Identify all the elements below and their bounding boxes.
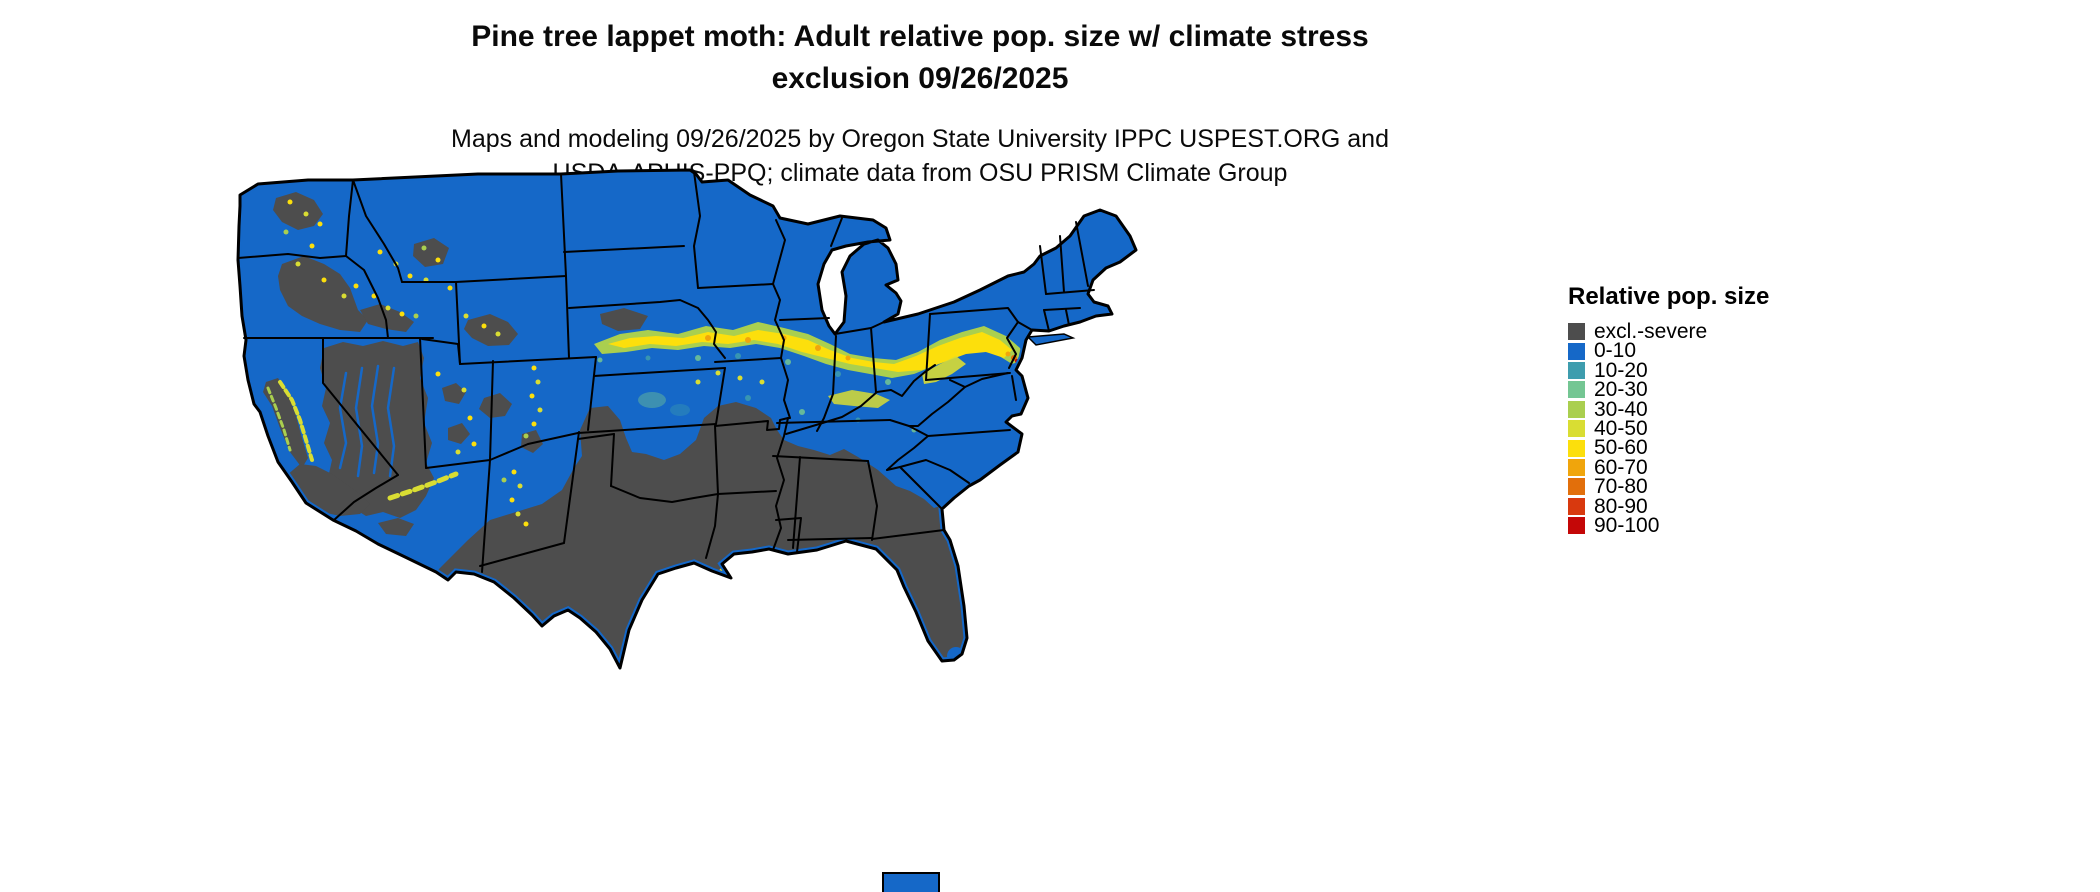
legend-item: 30-40 (1568, 397, 1798, 421)
western-specks (266, 199, 543, 527)
legend-label: 30-40 (1594, 397, 1648, 421)
population-band (594, 322, 1024, 408)
map-credit: Maps and modeling 09/26/2025 by Oregon S… (0, 122, 1840, 190)
legend-title: Relative pop. size (1568, 283, 1770, 310)
us-map-svg (236, 168, 1138, 670)
legend-swatch (1568, 381, 1585, 399)
map-credit-line1: Maps and modeling 09/26/2025 by Oregon S… (451, 125, 1389, 153)
legend-item: 40-50 (1568, 416, 1798, 440)
map-title: Pine tree lappet moth: Adult relative po… (0, 16, 1840, 100)
legend-swatch (1568, 478, 1585, 496)
legend-swatch (1568, 323, 1585, 341)
legend-swatch (1568, 439, 1585, 457)
transition-specks (597, 353, 917, 433)
map-fragment (882, 872, 940, 892)
map-title-line2: exclusion 09/26/2025 (771, 62, 1069, 95)
basin-range-veins (338, 364, 396, 478)
excluded-regions (249, 192, 974, 668)
map-title-line1: Pine tree lappet moth: Adult relative po… (471, 20, 1369, 53)
legend-item: 70-80 (1568, 475, 1798, 499)
legend-swatch (1568, 361, 1585, 379)
legend-item: 10-20 (1568, 358, 1798, 382)
legend-items: excl.-severe 0-10 10-20 20-30 30-40 40-50 50-6… (1568, 320, 1798, 537)
legend-swatch (1568, 517, 1585, 535)
legend-item: excl.-severe (1568, 320, 1798, 343)
legend-item: 0-10 (1568, 339, 1798, 363)
legend-swatch (1568, 420, 1585, 438)
legend-item: 20-30 (1568, 378, 1798, 402)
legend-label: 50-60 (1594, 436, 1648, 460)
legend-label: 80-90 (1594, 494, 1648, 518)
legend-label: 20-30 (1594, 378, 1648, 402)
legend-label: 60-70 (1594, 455, 1648, 479)
legend-label: 70-80 (1594, 475, 1648, 499)
legend-label: 90-100 (1594, 513, 1660, 537)
legend-label: excl.-severe (1594, 320, 1708, 343)
legend: Relative pop. size excl.-severe 0-10 10-20… (1568, 283, 1798, 537)
legend-label: 10-20 (1594, 358, 1648, 382)
us-map (228, 168, 1140, 692)
legend-item: 80-90 (1568, 494, 1798, 518)
legend-swatch (1568, 342, 1585, 360)
long-island (1026, 333, 1076, 346)
legend-label: 40-50 (1594, 416, 1648, 440)
legend-item: 50-60 (1568, 436, 1798, 460)
legend-item: 60-70 (1568, 455, 1798, 479)
legend-swatch (1568, 400, 1585, 418)
legend-item: 90-100 (1568, 513, 1798, 537)
state-borders (237, 171, 1095, 573)
legend-swatch (1568, 497, 1585, 515)
legend-label: 0-10 (1594, 339, 1637, 363)
legend-swatch (1568, 458, 1585, 476)
